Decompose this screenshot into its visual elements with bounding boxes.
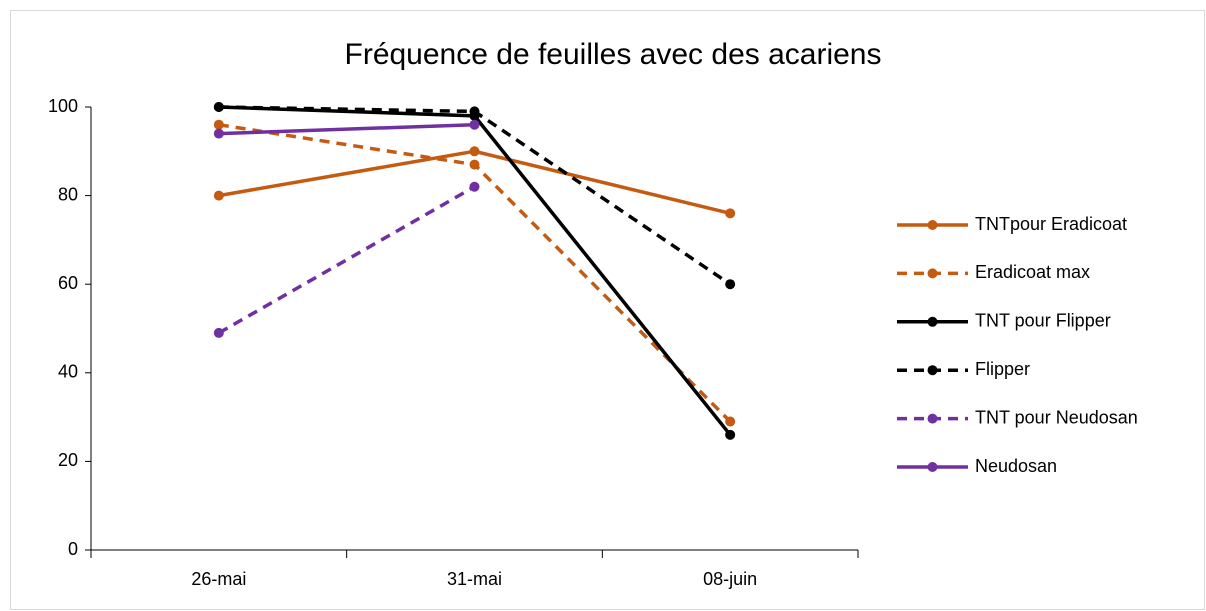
legend-marker (927, 220, 938, 230)
marker (469, 159, 480, 170)
marker (469, 146, 480, 157)
marker (725, 416, 736, 427)
x-tick-label: 26-mai (191, 569, 246, 589)
x-tick-label: 08-juin (703, 569, 757, 589)
marker (469, 106, 480, 117)
marker (213, 119, 224, 130)
y-tick-label: 80 (58, 184, 78, 204)
y-tick-label: 100 (48, 96, 78, 116)
series-line (217, 185, 476, 335)
x-tick-label: 31-mai (447, 569, 502, 589)
marker (469, 119, 480, 130)
legend-label: TNT pour Flipper (975, 311, 1111, 331)
legend-marker (927, 413, 938, 424)
chart-area (10, 10, 1205, 610)
chart-title: Fréquence de feuilles avec des acariens (345, 38, 882, 71)
legend-label: TNT pour Neudosan (975, 407, 1138, 427)
marker (213, 327, 224, 338)
legend-marker (927, 316, 938, 327)
marker (213, 190, 224, 201)
marker (469, 181, 480, 192)
marker (213, 128, 224, 139)
marker (725, 208, 736, 219)
y-tick-label: 20 (58, 450, 78, 470)
legend-label: Neudosan (975, 456, 1057, 476)
marker (725, 429, 736, 440)
legend-marker (927, 365, 938, 376)
marker (725, 279, 736, 290)
legend-marker (927, 268, 938, 279)
y-tick-label: 60 (58, 273, 78, 293)
legend-label: Flipper (975, 359, 1030, 379)
y-tick-label: 40 (58, 362, 78, 382)
y-tick-label: 0 (68, 539, 78, 559)
legend-marker (927, 462, 938, 472)
series-line (218, 122, 475, 136)
marker (213, 102, 224, 112)
legend-label: TNTpour Eradicoat (975, 214, 1127, 234)
legend-label: Eradicoat max (975, 262, 1090, 282)
